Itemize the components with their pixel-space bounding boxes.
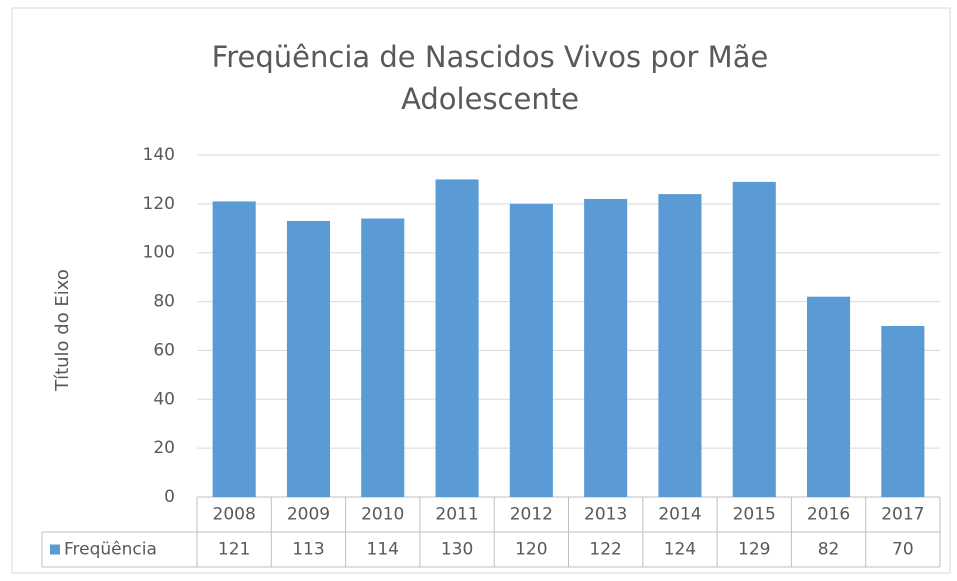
bar <box>509 203 553 497</box>
table-value: 121 <box>218 540 250 560</box>
x-tick-label: 2011 <box>435 505 478 525</box>
bar <box>881 326 925 497</box>
x-tick-label: 2017 <box>881 505 924 525</box>
table-value: 129 <box>738 540 770 560</box>
y-tick-label: 0 <box>164 487 175 507</box>
bar <box>435 179 479 497</box>
bar <box>807 296 851 497</box>
table-value: 113 <box>292 540 324 560</box>
table-value: 70 <box>892 540 914 560</box>
y-tick-label: 60 <box>153 340 175 360</box>
table-value: 124 <box>664 540 696 560</box>
table-value: 122 <box>589 540 621 560</box>
x-tick-label: 2014 <box>658 505 701 525</box>
bar <box>286 220 330 497</box>
chart-title: Freqüência de Nascidos Vivos por Mãe Ado… <box>211 40 769 116</box>
y-tick-label: 80 <box>153 292 175 312</box>
y-tick-label: 140 <box>143 145 175 165</box>
x-tick-label: 2008 <box>213 505 256 525</box>
table-value: 120 <box>515 540 547 560</box>
bar <box>584 198 628 497</box>
x-tick-label: 2010 <box>361 505 404 525</box>
legend-label: Freqüência <box>64 540 157 560</box>
y-tick-label: 20 <box>153 438 175 458</box>
table-value: 114 <box>367 540 399 560</box>
x-tick-label: 2013 <box>584 505 627 525</box>
x-tick-label: 2012 <box>510 505 553 525</box>
bar <box>732 181 776 497</box>
y-axis-title: Título do Eixo <box>52 269 73 392</box>
x-tick-label: 2009 <box>287 505 330 525</box>
y-tick-label: 120 <box>143 194 175 214</box>
x-tick-label: 2015 <box>733 505 776 525</box>
x-tick-label: 2016 <box>807 505 850 525</box>
table-value: 82 <box>818 540 840 560</box>
chart-border <box>11 7 951 574</box>
legend-swatch <box>50 544 60 555</box>
bar <box>658 194 702 498</box>
y-tick-label: 100 <box>143 243 175 263</box>
y-tick-label: 40 <box>153 389 175 409</box>
bar <box>212 201 256 497</box>
table-value: 130 <box>441 540 473 560</box>
bar <box>361 218 405 497</box>
